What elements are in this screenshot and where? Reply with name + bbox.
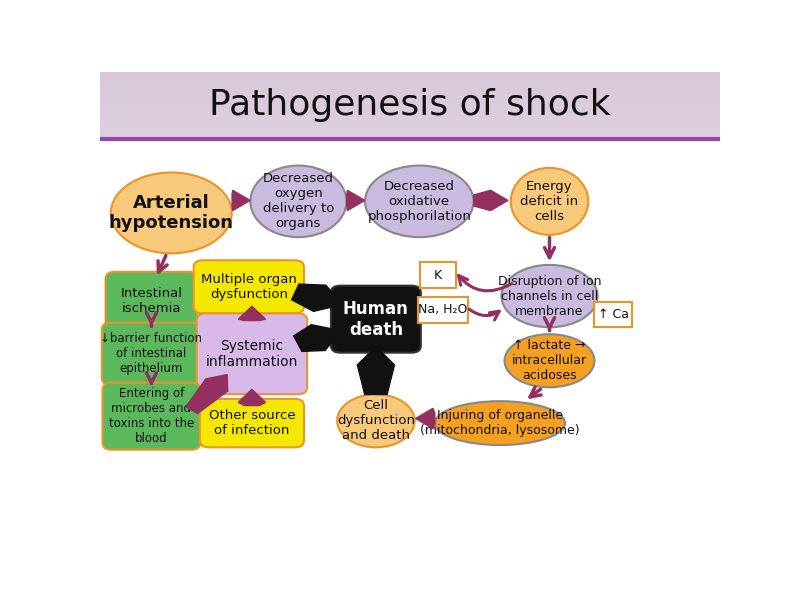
Polygon shape xyxy=(232,190,250,211)
Ellipse shape xyxy=(337,394,414,448)
Ellipse shape xyxy=(250,166,346,237)
Ellipse shape xyxy=(365,166,474,237)
Ellipse shape xyxy=(502,265,598,327)
Polygon shape xyxy=(238,389,266,406)
FancyBboxPatch shape xyxy=(100,137,720,139)
FancyBboxPatch shape xyxy=(102,383,201,449)
FancyBboxPatch shape xyxy=(100,119,720,121)
FancyBboxPatch shape xyxy=(100,130,720,132)
FancyBboxPatch shape xyxy=(100,94,720,97)
Polygon shape xyxy=(292,284,343,311)
Ellipse shape xyxy=(111,172,232,253)
FancyBboxPatch shape xyxy=(100,108,720,110)
Text: Multiple organ
dysfunction: Multiple organ dysfunction xyxy=(201,273,297,301)
Text: Intestinal
ischemia: Intestinal ischemia xyxy=(121,287,182,314)
FancyBboxPatch shape xyxy=(100,110,720,112)
Text: Entering of
microbes and
toxins into the
blood: Entering of microbes and toxins into the… xyxy=(109,387,194,445)
Text: Other source
of infection: Other source of infection xyxy=(209,409,295,437)
Polygon shape xyxy=(358,346,394,394)
Text: Arterial
hypotension: Arterial hypotension xyxy=(109,194,234,232)
Text: ↓barrier function
of intestinal
epithelium: ↓barrier function of intestinal epitheli… xyxy=(101,332,202,376)
FancyBboxPatch shape xyxy=(100,121,720,124)
Text: ↑ lactate →
intracellular
acidoses: ↑ lactate → intracellular acidoses xyxy=(512,339,587,382)
Text: Pathogenesis of shock: Pathogenesis of shock xyxy=(209,88,611,122)
FancyBboxPatch shape xyxy=(100,128,720,130)
Text: Disruption of ion
channels in cell
membrane: Disruption of ion channels in cell membr… xyxy=(498,275,602,317)
FancyBboxPatch shape xyxy=(100,106,720,108)
Text: Human
death: Human death xyxy=(343,300,409,338)
Text: Systemic
inflammation: Systemic inflammation xyxy=(206,339,298,369)
Text: Cell
dysfunction
and death: Cell dysfunction and death xyxy=(337,400,415,442)
FancyBboxPatch shape xyxy=(194,260,304,313)
Text: ↑ Ca: ↑ Ca xyxy=(598,308,629,321)
FancyBboxPatch shape xyxy=(100,116,720,119)
Text: Na, H₂O: Na, H₂O xyxy=(418,304,467,316)
FancyBboxPatch shape xyxy=(100,103,720,106)
FancyBboxPatch shape xyxy=(200,399,304,448)
FancyBboxPatch shape xyxy=(594,302,632,327)
FancyBboxPatch shape xyxy=(420,262,456,288)
FancyBboxPatch shape xyxy=(100,101,720,103)
FancyBboxPatch shape xyxy=(100,72,720,139)
Text: Decreased
oxidative
phosphorilation: Decreased oxidative phosphorilation xyxy=(367,180,471,223)
FancyBboxPatch shape xyxy=(106,272,198,329)
FancyBboxPatch shape xyxy=(100,125,720,128)
FancyBboxPatch shape xyxy=(197,313,307,394)
Polygon shape xyxy=(186,374,228,413)
Text: Injuring of organelle
(mitochondria, lysosome): Injuring of organelle (mitochondria, lys… xyxy=(420,409,580,437)
Polygon shape xyxy=(415,409,435,428)
FancyBboxPatch shape xyxy=(331,286,421,353)
Polygon shape xyxy=(474,190,508,211)
FancyBboxPatch shape xyxy=(100,134,720,137)
Ellipse shape xyxy=(435,401,565,445)
Text: Decreased
oxygen
delivery to
organs: Decreased oxygen delivery to organs xyxy=(262,172,334,230)
FancyBboxPatch shape xyxy=(100,124,720,125)
FancyBboxPatch shape xyxy=(102,323,201,385)
Ellipse shape xyxy=(505,334,594,388)
Text: K: K xyxy=(434,269,442,282)
Polygon shape xyxy=(346,190,365,211)
Polygon shape xyxy=(238,306,266,320)
FancyBboxPatch shape xyxy=(100,92,720,94)
FancyBboxPatch shape xyxy=(100,132,720,134)
FancyBboxPatch shape xyxy=(100,112,720,115)
FancyBboxPatch shape xyxy=(418,297,468,323)
Polygon shape xyxy=(294,325,341,352)
FancyBboxPatch shape xyxy=(100,99,720,101)
Ellipse shape xyxy=(510,168,588,235)
FancyBboxPatch shape xyxy=(100,115,720,116)
FancyBboxPatch shape xyxy=(100,97,720,99)
Text: Energy
deficit in
cells: Energy deficit in cells xyxy=(521,180,578,223)
